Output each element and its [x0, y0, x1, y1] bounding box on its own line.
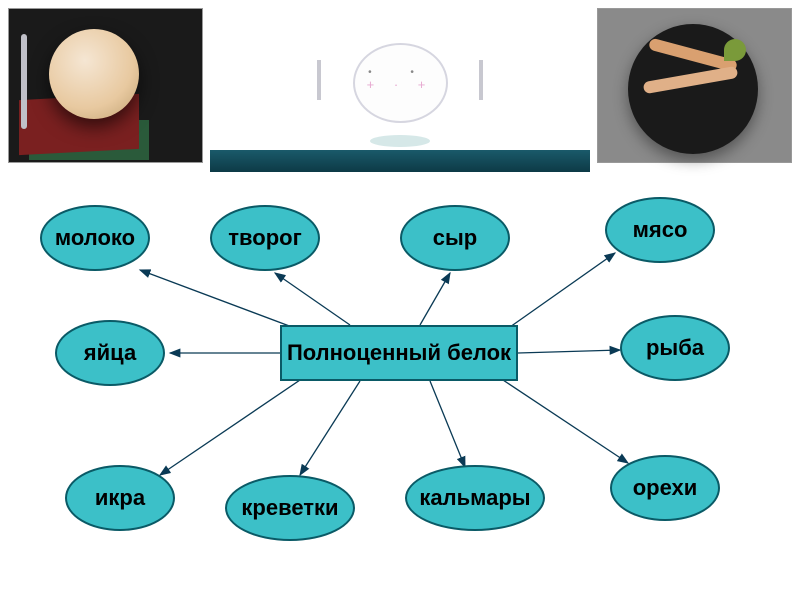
node-meat: мясо: [605, 197, 715, 263]
node-shrimp: креветки: [225, 475, 355, 541]
node-cheese: сыр: [400, 205, 510, 271]
node-nuts: орехи: [610, 455, 720, 521]
cute-face-icon: • •: [305, 10, 495, 155]
food-photo-right: [597, 8, 792, 163]
node-label: креветки: [241, 495, 338, 521]
node-label: молоко: [55, 225, 135, 251]
node-eggs: яйца: [55, 320, 165, 386]
node-milk: молоко: [40, 205, 150, 271]
protein-diagram: Полноценный белок молоко творог сыр мясо яйц…: [0, 175, 800, 595]
header-bar: [210, 150, 590, 172]
node-caviar: икра: [65, 465, 175, 531]
node-label: мясо: [633, 217, 688, 243]
node-fish: рыба: [620, 315, 730, 381]
node-label: икра: [95, 485, 145, 511]
center-label: Полноценный белок: [287, 340, 511, 366]
node-label: рыба: [646, 335, 704, 361]
food-photo-left: [8, 8, 203, 163]
node-squid: кальмары: [405, 465, 545, 531]
center-node: Полноценный белок: [280, 325, 518, 381]
node-label: яйца: [84, 340, 136, 366]
node-tvorog: творог: [210, 205, 320, 271]
node-label: сыр: [433, 225, 477, 251]
node-label: творог: [228, 225, 302, 251]
node-label: кальмары: [419, 485, 530, 511]
header: • •: [0, 0, 800, 175]
node-label: орехи: [633, 475, 698, 501]
